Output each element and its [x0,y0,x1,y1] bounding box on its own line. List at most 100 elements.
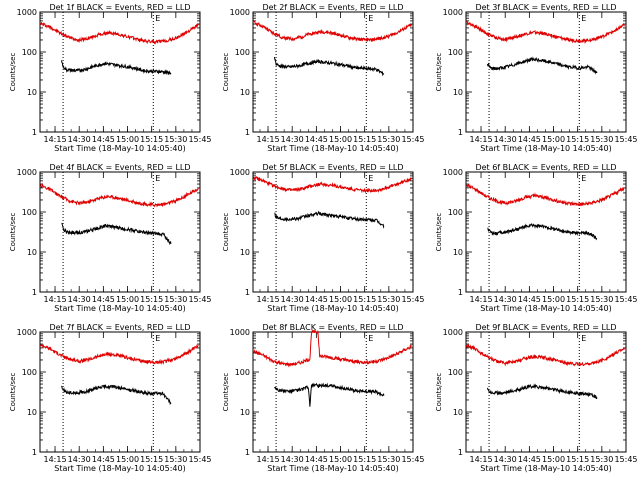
x-tick-label: 14:30 [281,455,304,464]
x-tick-label: 15:00 [116,295,139,304]
y-tick-label: 10 [27,88,37,97]
chart-title: Det 6f BLACK = Events, RED = LLD [475,163,616,172]
x-tick-label: 15:45 [401,295,424,304]
lld-series-line [40,21,199,45]
chart-panel-1: Det 1f BLACK = Events, RED = LLD 1 10 100 10… [9,3,212,153]
y-tick-label: 10 [27,408,37,417]
x-tick-label: 15:15 [566,295,589,304]
y-tick-label: 100 [235,48,250,57]
x-tick-label: 15:15 [566,135,589,144]
chart-title: Det 7f BLACK = Events, RED = LLD [49,323,190,332]
x-tick-label: 15:15 [353,295,376,304]
y-tick-label: 100 [448,48,463,57]
chart-title: Det 2f BLACK = Events, RED = LLD [262,3,403,12]
plot-frame [252,11,414,133]
lld-series-line [466,343,625,367]
x-axis-label: Start Time (18-May-10 14:05:40) [480,304,611,313]
y-tick-label: 100 [448,208,463,217]
x-tick-label: 15:00 [116,135,139,144]
x-tick-label: 14:15 [470,295,493,304]
y-tick-label: 100 [22,208,37,217]
y-tick-label: 10 [27,248,37,257]
x-tick-label: 15:00 [329,455,352,464]
x-tick-label: 15:30 [164,455,187,464]
chart-panel-8: Det 8f BLACK = Events, RED = LLD 1 10 100 10… [222,323,425,473]
chart-title: Det 9f BLACK = Events, RED = LLD [475,323,616,332]
y-tick-label: 1000 [443,328,463,337]
lld-series-line [40,343,199,365]
y-tick-label: 1000 [17,328,37,337]
y-axis-label: Counts/sec [222,53,230,92]
x-tick-label: 14:45 [518,455,541,464]
y-axis-label: Counts/sec [9,373,17,412]
x-tick-label: 14:45 [305,455,328,464]
x-tick-label: 14:45 [518,295,541,304]
x-tick-label: 14:45 [92,295,115,304]
x-tick-label: 15:30 [377,135,400,144]
lld-series-line [466,183,625,207]
y-tick-label: 1000 [17,168,37,177]
x-tick-label: 14:15 [257,455,280,464]
y-tick-label: 1 [458,288,463,297]
chart-title: Det 3f BLACK = Events, RED = LLD [475,3,616,12]
x-tick-label: 14:45 [518,135,541,144]
corner-label: E [155,14,160,23]
x-tick-label: 14:30 [281,135,304,144]
corner-label: E [368,174,373,183]
y-tick-label: 10 [240,408,250,417]
y-tick-label: 100 [448,368,463,377]
x-axis-label: Start Time (18-May-10 14:05:40) [480,464,611,473]
y-tick-label: 100 [235,208,250,217]
lld-series-line [253,176,412,194]
x-tick-label: 14:30 [68,295,91,304]
events-series-line [61,222,172,246]
y-tick-label: 1000 [230,168,250,177]
x-tick-label: 14:30 [494,455,517,464]
x-axis-label: Start Time (18-May-10 14:05:40) [480,144,611,153]
x-tick-label: 14:45 [92,135,115,144]
events-series-line [487,56,598,75]
y-tick-label: 1 [32,448,37,457]
y-axis-label: Counts/sec [222,213,230,252]
x-tick-label: 14:30 [281,295,304,304]
y-tick-label: 1 [32,288,37,297]
x-tick-label: 14:15 [470,135,493,144]
plot-frame [252,331,414,453]
plot-frame [465,331,627,453]
corner-label: E [155,174,160,183]
y-axis-label: Counts/sec [435,373,443,412]
lld-series-line [466,20,625,44]
x-tick-label: 15:30 [590,295,613,304]
x-tick-label: 14:30 [494,295,517,304]
x-tick-label: 15:30 [164,295,187,304]
y-tick-label: 1000 [230,8,250,17]
corner-label: E [368,14,373,23]
y-tick-label: 100 [22,368,37,377]
x-tick-label: 14:45 [305,135,328,144]
events-series-line [274,210,385,229]
y-tick-label: 100 [22,48,37,57]
x-tick-label: 15:15 [353,455,376,464]
y-tick-label: 1 [458,128,463,137]
y-axis-label: Counts/sec [435,213,443,252]
y-tick-label: 1000 [17,8,37,17]
x-tick-label: 15:45 [188,135,211,144]
y-axis-label: Counts/sec [9,53,17,92]
x-tick-label: 14:15 [44,135,67,144]
plot-frame [39,11,201,133]
plot-frame [39,171,201,293]
chart-panel-4: Det 4f BLACK = Events, RED = LLD 1 10 100 10… [9,163,212,313]
x-tick-label: 15:45 [401,135,424,144]
chart-panel-9: Det 9f BLACK = Events, RED = LLD 1 10 100 10… [435,323,638,473]
x-tick-label: 15:00 [329,135,352,144]
y-tick-label: 1 [458,448,463,457]
x-axis-label: Start Time (18-May-10 14:05:40) [54,304,185,313]
chart-title: Det 4f BLACK = Events, RED = LLD [49,163,190,172]
y-tick-label: 10 [453,248,463,257]
y-tick-label: 1 [245,128,250,137]
y-axis-label: Counts/sec [9,213,17,252]
chart-panel-5: Det 5f BLACK = Events, RED = LLD 1 10 100 10… [222,163,425,313]
x-tick-label: 15:45 [188,455,211,464]
x-tick-label: 15:45 [188,295,211,304]
plot-frame [465,171,627,293]
